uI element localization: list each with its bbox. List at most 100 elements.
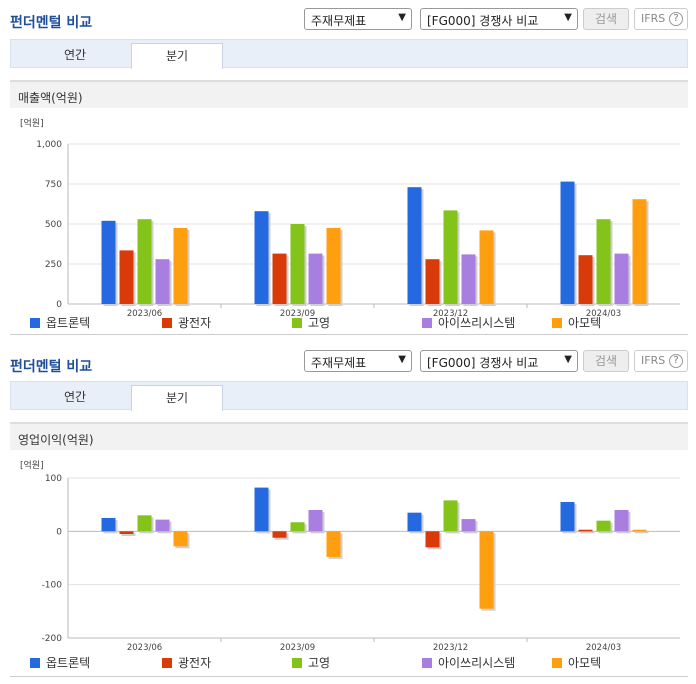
legend-swatch — [292, 658, 302, 668]
chart-legend: 옵트론텍 광전자 고영 아이쓰리시스템 아모텍 — [30, 314, 690, 330]
peer-dropdown[interactable]: [FG000] 경쟁사 비교 ▼ — [420, 350, 578, 372]
legend-swatch — [162, 318, 172, 328]
statement-dropdown[interactable]: 주재무제표 ▼ — [304, 8, 412, 30]
legend-swatch — [422, 318, 432, 328]
y-tick-label: 0 — [56, 300, 62, 310]
bar — [173, 228, 188, 304]
x-tick-label: 2024/03 — [586, 643, 621, 653]
unit-label: [억원] — [20, 461, 44, 471]
bar — [614, 253, 629, 304]
bar-shadow — [121, 533, 136, 536]
ifrs-label: IFRS — [641, 354, 666, 367]
bar — [326, 531, 341, 557]
legend-item[interactable]: 아이쓰리시스템 — [422, 314, 515, 331]
y-tick-label: 750 — [45, 180, 62, 190]
bar — [272, 253, 287, 304]
legend-item[interactable]: 아이쓰리시스템 — [422, 654, 515, 671]
bar — [425, 259, 440, 304]
bar — [578, 529, 593, 532]
legend-item[interactable]: 광전자 — [162, 654, 211, 671]
statement-dropdown-value: 주재무제표 — [311, 14, 367, 28]
legend-label: 아이쓰리시스템 — [438, 656, 516, 670]
legend-label: 아모텍 — [568, 316, 602, 330]
search-button[interactable]: 검색 — [583, 8, 629, 30]
search-button[interactable]: 검색 — [583, 350, 629, 372]
tab-annual[interactable]: 연간 — [63, 48, 87, 62]
legend-swatch — [30, 318, 40, 328]
legend-item[interactable]: 옵트론텍 — [30, 654, 90, 671]
bar — [254, 211, 269, 304]
metric-header: 매출액(억원) — [10, 80, 688, 108]
legend-item[interactable]: 아모텍 — [552, 314, 601, 331]
peer-dropdown-value: [FG000] 경쟁사 비교 — [427, 14, 539, 28]
legend-swatch — [552, 658, 562, 668]
bar — [443, 210, 458, 304]
legend-label: 고영 — [308, 656, 331, 670]
bar — [407, 512, 422, 532]
chevron-down-icon: ▼ — [564, 12, 572, 23]
bar — [461, 519, 476, 532]
statement-dropdown-value: 주재무제표 — [311, 356, 367, 370]
bar-shadow — [580, 531, 595, 534]
metric-header: 영업이익(억원) — [10, 422, 688, 450]
tab-quarterly[interactable]: 분기 — [131, 385, 223, 411]
bar — [137, 219, 152, 304]
legend-label: 광전자 — [178, 316, 212, 330]
peer-dropdown-value: [FG000] 경쟁사 비교 — [427, 356, 539, 370]
legend-item[interactable]: 아모텍 — [552, 654, 601, 671]
x-tick-label: 2023/06 — [127, 643, 162, 653]
panel-title: 펀더멘털 비교 — [10, 359, 93, 375]
y-tick-label: 500 — [45, 220, 62, 230]
x-tick-label: 2023/12 — [433, 309, 468, 319]
bar — [479, 531, 494, 609]
legend-swatch — [422, 658, 432, 668]
x-tick-label: 2024/03 — [586, 309, 621, 319]
bar — [155, 259, 170, 304]
chevron-down-icon: ▼ — [398, 354, 406, 365]
legend-swatch — [30, 658, 40, 668]
bar — [596, 219, 611, 304]
legend-item[interactable]: 고영 — [292, 314, 330, 331]
bar — [596, 520, 611, 532]
bar — [290, 522, 305, 532]
ifrs-label: IFRS — [641, 12, 666, 25]
peer-dropdown[interactable]: [FG000] 경쟁사 비교 ▼ — [420, 8, 578, 30]
bar — [326, 228, 341, 304]
bar — [614, 510, 629, 532]
tab-annual[interactable]: 연간 — [63, 390, 87, 404]
panel-header: 펀더멘털 비교 주재무제표 ▼ [FG000] 경쟁사 비교 ▼ 검색 IFRS? — [0, 8, 696, 38]
help-icon[interactable]: ? — [669, 354, 683, 368]
legend-label: 옵트론텍 — [46, 316, 91, 330]
legend-label: 옵트론텍 — [46, 656, 91, 670]
chart-legend: 옵트론텍 광전자 고영 아이쓰리시스템 아모텍 — [30, 654, 690, 670]
y-tick-label: 250 — [45, 260, 62, 270]
legend-item[interactable]: 광전자 — [162, 314, 211, 331]
help-icon[interactable]: ? — [669, 12, 683, 26]
legend-item[interactable]: 옵트론텍 — [30, 314, 90, 331]
statement-dropdown[interactable]: 주재무제표 ▼ — [304, 350, 412, 372]
bar — [407, 187, 422, 304]
bar — [101, 220, 116, 304]
chevron-down-icon: ▼ — [564, 354, 572, 365]
bar — [119, 250, 134, 304]
x-tick-label: 2023/12 — [433, 643, 468, 653]
tab-quarterly[interactable]: 분기 — [131, 43, 223, 69]
bar — [308, 253, 323, 304]
legend-item[interactable]: 고영 — [292, 654, 330, 671]
y-tick-label: -200 — [42, 634, 63, 644]
bar — [479, 230, 494, 304]
legend-label: 아이쓰리시스템 — [438, 316, 516, 330]
x-tick-label: 2023/09 — [280, 309, 315, 319]
divider — [10, 334, 688, 335]
unit-label: [억원] — [20, 119, 44, 129]
panel-revenue: 펀더멘털 비교 주재무제표 ▼ [FG000] 경쟁사 비교 ▼ 검색 IFRS? … — [0, 8, 696, 338]
x-tick-label: 2023/09 — [280, 643, 315, 653]
bar — [101, 518, 116, 532]
legend-label: 고영 — [308, 316, 331, 330]
bar — [425, 531, 440, 548]
ifrs-button[interactable]: IFRS? — [634, 350, 688, 372]
ifrs-button[interactable]: IFRS? — [634, 8, 688, 30]
bar — [155, 519, 170, 532]
panel-header: 펀더멘털 비교 주재무제표 ▼ [FG000] 경쟁사 비교 ▼ 검색 IFRS? — [0, 350, 696, 380]
bar-shadow — [634, 531, 649, 534]
